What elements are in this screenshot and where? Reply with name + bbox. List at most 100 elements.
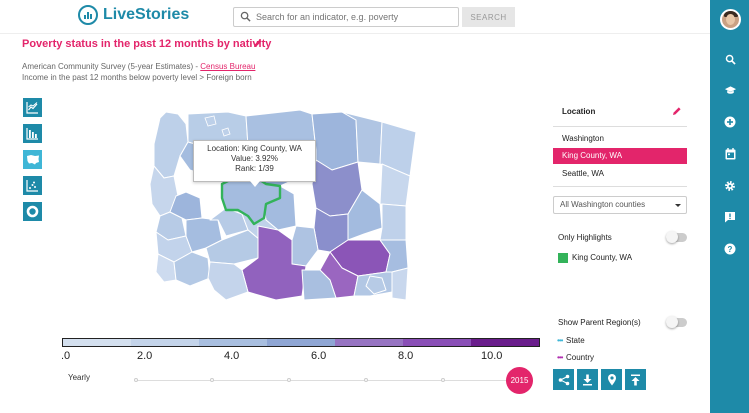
upload-icon xyxy=(631,374,640,385)
county-region xyxy=(241,225,307,301)
legend-label: 6.0 xyxy=(311,350,327,362)
parent-state-key: ••• State xyxy=(557,336,585,345)
divider xyxy=(553,126,687,127)
indicator-breadcrumb: Income in the past 12 months below pover… xyxy=(22,73,252,82)
legend-swatch xyxy=(403,339,471,346)
timeline-mode[interactable]: Yearly xyxy=(68,373,90,382)
divider xyxy=(553,186,687,187)
location-item-king-county[interactable]: King County, WA xyxy=(553,148,687,164)
help-icon[interactable]: ? xyxy=(723,242,737,256)
parent-state-label: State xyxy=(566,336,585,345)
legend-swatch xyxy=(335,339,403,346)
timeline-tick[interactable] xyxy=(441,378,445,382)
location-heading: Location xyxy=(562,107,596,116)
page-title: Poverty status in the past 12 months by … xyxy=(22,38,272,50)
right-rail: ? xyxy=(710,0,749,413)
add-icon[interactable] xyxy=(723,115,737,129)
download-button[interactable] xyxy=(577,369,598,390)
county-region xyxy=(347,189,383,241)
search-icon xyxy=(240,11,251,22)
county-region xyxy=(291,225,319,267)
county-region xyxy=(365,275,387,295)
gear-icon[interactable] xyxy=(723,179,737,193)
legend-swatch xyxy=(267,339,335,346)
washington-county-map[interactable] xyxy=(130,100,420,312)
timeline-tick[interactable] xyxy=(210,378,214,382)
feedback-icon[interactable] xyxy=(723,210,737,224)
donut-icon xyxy=(26,205,39,218)
county-region xyxy=(391,267,409,301)
search-input[interactable] xyxy=(256,10,454,24)
share-button[interactable] xyxy=(553,369,574,390)
source-line: American Community Survey (5-year Estima… xyxy=(22,62,255,71)
livestories-logo[interactable]: LiveStories xyxy=(78,5,189,25)
legend-swatch xyxy=(63,339,131,346)
map-tooltip: Location: King County, WA Value: 3.92% R… xyxy=(193,140,316,187)
tooltip-value: Value: 3.92% xyxy=(231,154,278,163)
search-button[interactable]: SEARCH xyxy=(462,7,515,27)
legend-label: 8.0 xyxy=(398,350,414,362)
selected-year-handle[interactable]: 2015 xyxy=(506,367,533,394)
calendar-icon[interactable] xyxy=(723,147,737,161)
pin-location-button[interactable] xyxy=(601,369,622,390)
avatar[interactable] xyxy=(720,9,741,30)
map-button[interactable] xyxy=(23,150,42,169)
scatter-button[interactable] xyxy=(23,176,42,195)
upload-button[interactable] xyxy=(625,369,646,390)
only-highlights-label: Only Highlights xyxy=(558,233,612,242)
dotted-line-icon: ••• xyxy=(557,336,563,345)
county-region xyxy=(341,111,383,165)
only-highlights-toggle[interactable] xyxy=(666,231,687,243)
bar-chart-icon xyxy=(26,128,38,140)
island xyxy=(221,127,231,137)
donut-button[interactable] xyxy=(23,202,42,221)
logo-mark-icon xyxy=(78,5,98,25)
county-region xyxy=(379,203,407,241)
dotted-line-icon: ••• xyxy=(557,353,563,362)
county-region xyxy=(301,269,337,301)
parent-country-label: Country xyxy=(566,353,595,362)
share-icon xyxy=(558,374,569,385)
tooltip-location: Location: King County, WA xyxy=(207,144,302,153)
parent-country-key: ••• Country xyxy=(557,353,595,362)
search-box[interactable] xyxy=(233,7,459,27)
location-item-washington[interactable]: Washington xyxy=(562,134,604,143)
location-item-seattle[interactable]: Seattle, WA xyxy=(562,169,604,178)
map-icon xyxy=(26,155,39,165)
brand-name: LiveStories xyxy=(103,6,190,23)
highlight-swatch xyxy=(558,253,568,263)
dropdown-value: All Washington counties xyxy=(560,200,646,209)
search-icon[interactable] xyxy=(723,52,737,66)
show-parent-label: Show Parent Region(s) xyxy=(558,318,641,327)
svg-text:?: ? xyxy=(728,245,733,254)
edit-location-icon[interactable] xyxy=(672,106,682,116)
timeline-tick[interactable] xyxy=(364,378,368,382)
legend-label: 10.0 xyxy=(481,350,503,362)
line-chart-button[interactable] xyxy=(23,98,42,117)
legend-swatch xyxy=(199,339,267,346)
legend-label: 4.0 xyxy=(224,350,240,362)
county-region xyxy=(155,253,177,283)
county-region xyxy=(153,111,189,179)
timeline-tick[interactable] xyxy=(134,378,138,382)
legend-label: .0 xyxy=(61,350,71,362)
show-parent-toggle[interactable] xyxy=(666,316,687,328)
legend-label: 2.0 xyxy=(137,350,153,362)
map-pin-icon xyxy=(607,374,616,386)
bar-chart-button[interactable] xyxy=(23,124,42,143)
legend-swatch xyxy=(131,339,199,346)
county-set-dropdown[interactable]: All Washington counties xyxy=(553,196,687,214)
county-region xyxy=(207,261,249,301)
graduation-cap-icon[interactable] xyxy=(723,83,737,97)
download-icon xyxy=(583,374,592,385)
tooltip-rank: Rank: 1/39 xyxy=(235,164,274,173)
legend-swatch xyxy=(471,339,539,346)
edit-title-icon[interactable] xyxy=(253,38,263,48)
timeline-track[interactable] xyxy=(135,380,512,381)
source-link[interactable]: Census Bureau xyxy=(200,62,256,71)
chevron-down-icon xyxy=(675,204,681,207)
timeline-tick[interactable] xyxy=(287,378,291,382)
highlight-item[interactable]: King County, WA xyxy=(572,253,633,262)
top-bar: LiveStories SEARCH xyxy=(0,0,710,34)
line-chart-icon xyxy=(26,102,38,114)
